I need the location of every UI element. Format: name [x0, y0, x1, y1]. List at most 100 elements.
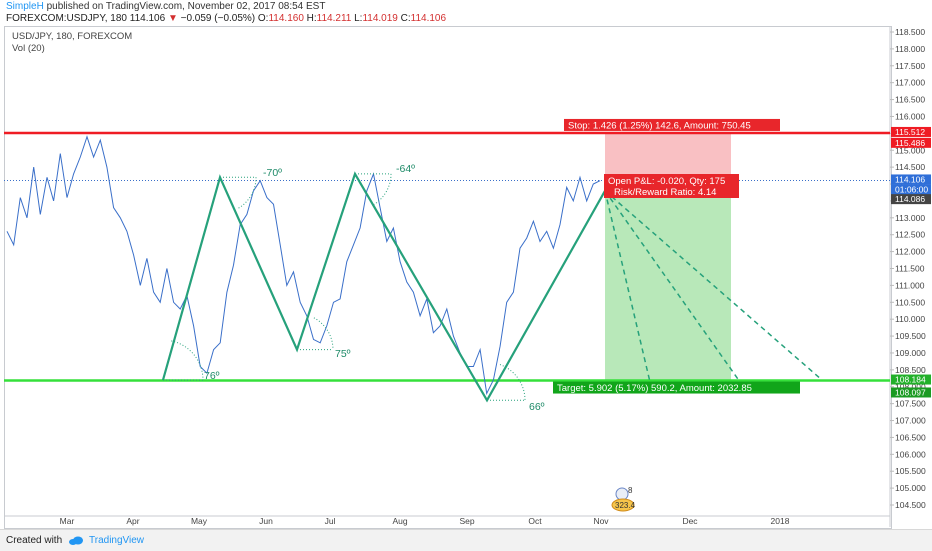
time-tick-label: Jun — [259, 516, 273, 526]
tradingview-cloud-icon — [69, 536, 83, 545]
angle-arc — [373, 173, 392, 205]
chart-title: USD/JPY, 180, FOREXCOM — [12, 31, 133, 42]
chart-panel[interactable] — [4, 26, 892, 529]
price-tick-label: 106.500 — [895, 432, 926, 442]
time-tick-label: Sep — [459, 516, 474, 526]
close-value: 114.106 — [410, 13, 447, 24]
volume-indicator-label[interactable]: Vol (20) — [12, 43, 45, 54]
angle-arc — [236, 177, 257, 210]
angle-label: 66º — [529, 401, 545, 413]
author-link[interactable]: SimpleH — [6, 1, 44, 12]
time-tick-label: May — [191, 516, 208, 526]
price-tick-label: 113.000 — [895, 213, 925, 223]
stop-label-box — [564, 118, 780, 131]
axis-price-label: 108.097 — [895, 387, 926, 397]
axis-price-label-box — [891, 387, 931, 398]
zigzag-pattern-line — [161, 171, 606, 403]
price-tick-label: 104.500 — [895, 500, 926, 510]
price-tick-label: 110.000 — [895, 314, 925, 324]
footer-bar: Created with TradingView — [0, 529, 932, 551]
pnl-label: Open P&L: -0.020, Qty: 175 — [608, 176, 725, 187]
axis-price-label: 114.086 — [895, 194, 925, 204]
axis-price-label-box — [891, 137, 931, 148]
price-tick-label: 114.500 — [895, 162, 925, 172]
price-series-line — [6, 135, 601, 396]
stop-zone — [605, 132, 731, 182]
price-tick-label: 115.000 — [895, 145, 925, 155]
axis-price-label: 108.184 — [895, 375, 926, 385]
price-tick-label: 108.500 — [895, 365, 926, 375]
low-value: 114.019 — [362, 13, 398, 24]
price-tick-label: 109.500 — [895, 331, 926, 341]
time-tick-label: Nov — [593, 516, 609, 526]
axis-price-label: 115.512 — [895, 127, 925, 137]
angle-label: 76º — [204, 370, 220, 382]
projection-dashed-line — [604, 190, 823, 381]
open-value: 114.160 — [268, 13, 304, 24]
last-price: 114.106 — [129, 13, 166, 24]
axis-price-label-box — [891, 174, 931, 185]
price-tick-label: 116.500 — [895, 95, 925, 105]
ohlc-header: FOREXCOM:USDJPY, 180 114.106 ▼ −0.059 (−… — [6, 13, 446, 24]
projection-dashed-line — [604, 190, 741, 383]
publish-header: SimpleH published on TradingView.com, No… — [6, 1, 325, 12]
price-tick-label: 117.000 — [895, 78, 925, 88]
price-tick-label: 112.000 — [895, 247, 925, 257]
down-arrow-icon: ▼ — [167, 13, 178, 24]
price-tick-label: 105.500 — [895, 466, 926, 476]
event-flag-icon — [615, 487, 629, 501]
publish-info: published on TradingView.com, November 0… — [46, 1, 326, 12]
axis-price-label-box — [891, 126, 931, 137]
price-tick-label: 118.500 — [895, 27, 925, 37]
price-tick-label: 105.000 — [895, 483, 926, 493]
axis-price-label-box — [891, 194, 931, 205]
price-tick-label: 118.000 — [895, 44, 925, 54]
axis-price-label: 01:06:00 — [895, 184, 928, 194]
price-tick-label: 109.000 — [895, 348, 926, 358]
tradingview-link[interactable]: TradingView — [89, 535, 145, 546]
price-tick-label: 107.000 — [895, 416, 926, 426]
time-tick-label: Aug — [392, 516, 407, 526]
price-tick-label: 117.500 — [895, 61, 925, 71]
axis-price-label-box — [891, 374, 931, 385]
time-tick-label: 2018 — [771, 516, 790, 526]
axis-price-label-box — [891, 184, 931, 195]
target-label-box — [553, 381, 800, 394]
price-tick-label: 108.000 — [895, 382, 926, 392]
made-with-label: Created with — [6, 535, 63, 546]
time-tick-label: Oct — [528, 516, 542, 526]
angle-arc — [313, 317, 334, 350]
time-tick-label: Apr — [126, 516, 139, 526]
price-tick-label: 106.000 — [895, 449, 926, 459]
risk-reward-label: Risk/Reward Ratio: 4.14 — [614, 187, 716, 198]
target-label: Target: 5.902 (5.17%) 590.2, Amount: 203… — [557, 383, 752, 394]
time-tick-label: Dec — [682, 516, 698, 526]
price-tick-label: 111.500 — [895, 264, 925, 274]
time-tick-label: Mar — [60, 516, 75, 526]
price-tick-label: 110.500 — [895, 297, 925, 307]
price-tick-label: 112.500 — [895, 230, 925, 240]
low-label: L: — [354, 13, 363, 24]
earnings-badge-icon — [611, 498, 635, 512]
projection-dashed-line — [604, 190, 651, 383]
high-value: 114.211 — [316, 13, 352, 24]
angle-label: -64º — [396, 163, 415, 175]
event-value: 323.4 — [615, 501, 636, 510]
close-label: C: — [400, 13, 411, 24]
event-count: 8 — [628, 486, 633, 495]
symbol-label: FOREXCOM:USDJPY, 180 — [6, 13, 127, 24]
stop-label: Stop: 1.426 (1.25%) 142.6, Amount: 750.4… — [568, 120, 751, 131]
open-label: O: — [257, 13, 269, 24]
angle-arc — [171, 340, 204, 380]
angle-label: -70º — [263, 167, 282, 179]
pnl-label-box — [604, 174, 739, 198]
time-tick-label: Jul — [325, 516, 336, 526]
price-change: −0.059 (−0.05%) — [180, 13, 256, 24]
angle-label: 75º — [335, 348, 351, 360]
price-tick-label: 107.500 — [895, 399, 926, 409]
axis-price-label: 115.486 — [895, 138, 925, 148]
price-tick-label: 116.000 — [895, 111, 925, 121]
axis-price-label: 114.106 — [895, 174, 925, 184]
price-tick-label: 111.000 — [895, 280, 925, 290]
